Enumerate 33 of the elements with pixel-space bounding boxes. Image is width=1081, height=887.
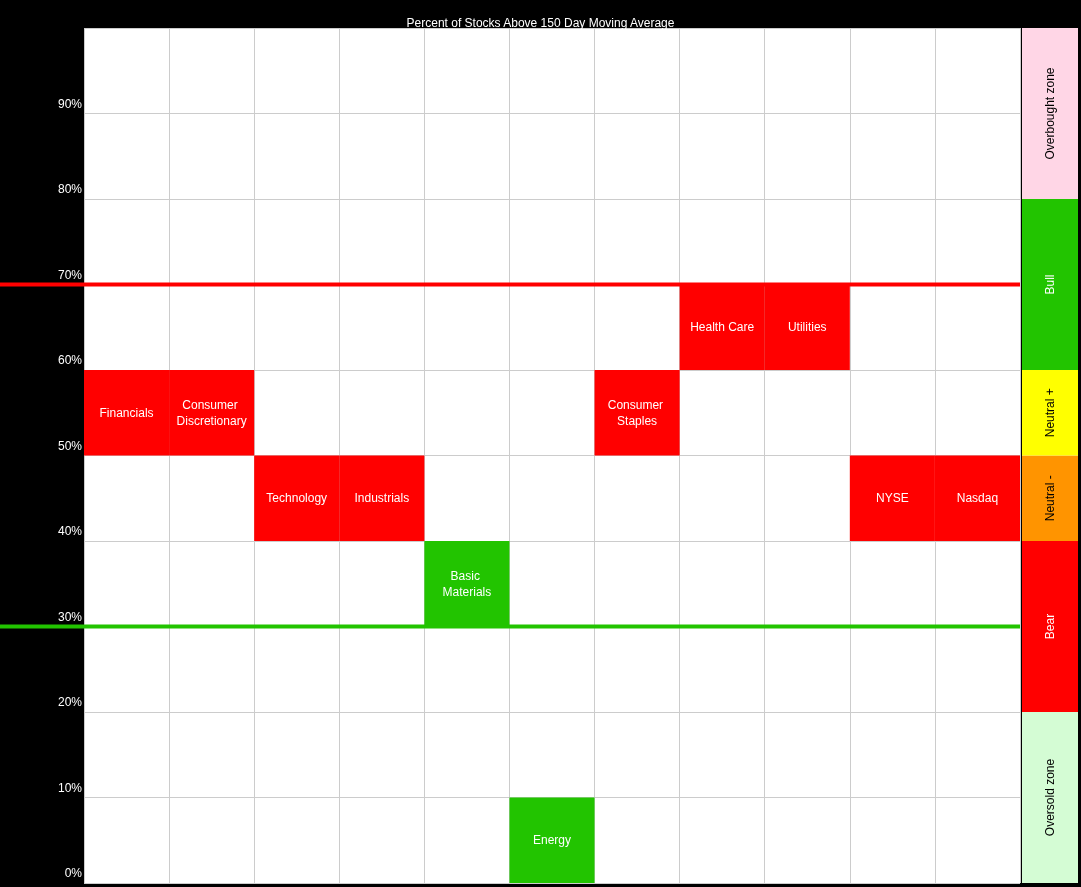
y-tick-label: 10% <box>57 780 83 795</box>
y-tick-label: 60% <box>57 353 83 367</box>
y-tick-label: 50% <box>57 438 83 453</box>
y-tick-label: 20% <box>57 695 83 709</box>
series-label: Oversold zone <box>1043 758 1057 837</box>
series-label: Overbought zone <box>1043 67 1057 160</box>
y-tick-label: 70% <box>57 267 83 282</box>
category-label: NYSE <box>876 491 909 506</box>
y-tick-label: 80% <box>57 182 83 196</box>
category-label: Energy <box>532 833 572 848</box>
category-label: Nasdaq <box>956 491 999 506</box>
y-tick-label: 30% <box>57 609 83 624</box>
category-label: Health Care <box>690 320 755 335</box>
category-label: Utilities <box>787 320 827 335</box>
y-tick-label: 0% <box>64 866 83 880</box>
series-label: Neutral - <box>1043 475 1057 522</box>
bar <box>1022 28 1078 199</box>
series-label: Bear <box>1043 613 1057 640</box>
bar <box>1022 370 1078 456</box>
series-label: Bull <box>1043 274 1057 295</box>
category-label: Basic Materials <box>442 568 492 599</box>
bar <box>1022 541 1078 712</box>
category-label: Industrials <box>354 491 410 506</box>
category-label: Consumer Staples <box>607 397 664 428</box>
series-label: Neutral + <box>1043 388 1057 438</box>
bar <box>1022 199 1078 370</box>
y-tick-label: 40% <box>57 524 83 538</box>
category-label: Consumer Discretionary <box>176 397 247 428</box>
y-tick-label: 90% <box>57 96 83 111</box>
chart-title: Percent of Stocks Above 150 Day Moving Average <box>406 16 675 30</box>
bar <box>1022 712 1078 883</box>
category-label: Financials <box>99 405 154 420</box>
category-label: Technology <box>266 491 328 506</box>
